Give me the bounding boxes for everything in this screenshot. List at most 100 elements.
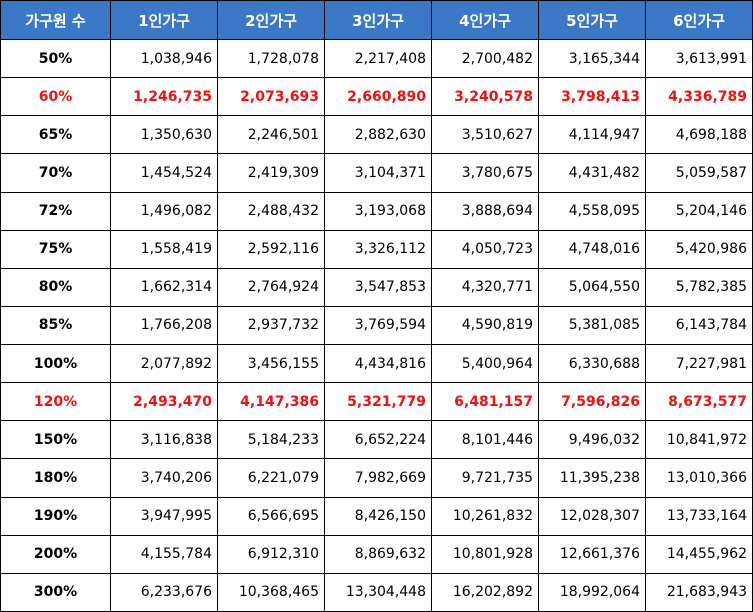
table-cell: 4,050,723 [431, 229, 539, 269]
table-row: 80% 1,662,314 2,764,924 3,547,853 4,320,771 5… [0, 267, 753, 307]
table-cell: 4,434,816 [324, 343, 432, 384]
table-cell: 9,721,735 [431, 458, 539, 498]
table-cell: 3,510,627 [431, 115, 539, 155]
table-cell: 1,038,946 [110, 38, 218, 79]
table-cell: 5,059,587 [645, 153, 753, 193]
row-label: 72% [0, 191, 111, 231]
table-row: 65% 1,350,630 2,246,501 2,882,630 3,510,627 4… [0, 115, 753, 155]
table-cell: 3,193,068 [324, 191, 432, 231]
table-cell: 3,547,853 [324, 267, 432, 307]
table-cell: 4,114,947 [538, 115, 646, 155]
row-label: 60% [0, 77, 111, 117]
row-label: 70% [0, 153, 111, 193]
table-row: 180% 3,740,206 6,221,079 7,982,669 9,721,735… [0, 458, 753, 498]
table-cell: 6,221,079 [217, 458, 325, 498]
table-row: 150% 3,116,838 5,184,233 6,652,224 8,101,446… [0, 420, 753, 460]
row-label: 300% [0, 572, 111, 612]
table-cell: 5,782,385 [645, 267, 753, 307]
table-cell: 11,395,238 [538, 458, 646, 498]
table-cell: 2,246,501 [217, 115, 325, 155]
header-col-5: 5인가구 [538, 0, 646, 40]
table-cell: 8,426,150 [324, 496, 432, 536]
table-cell: 5,420,986 [645, 229, 753, 269]
table-row: 70% 1,454,524 2,419,309 3,104,371 3,780,675 4… [0, 153, 753, 193]
table-cell: 3,116,838 [110, 420, 218, 460]
table-cell: 12,028,307 [538, 496, 646, 536]
table-cell: 9,496,032 [538, 420, 646, 460]
table-cell: 6,481,157 [431, 382, 539, 422]
header-col-4: 4인가구 [431, 0, 539, 40]
row-label: 50% [0, 38, 111, 79]
table-cell: 3,769,594 [324, 305, 432, 346]
table-cell: 14,455,962 [645, 534, 753, 574]
table-cell: 12,661,376 [538, 534, 646, 574]
row-label: 85% [0, 305, 111, 346]
table-cell: 2,217,408 [324, 38, 432, 79]
table-cell: 8,869,632 [324, 534, 432, 574]
table-cell: 18,992,064 [538, 572, 646, 612]
table-cell: 6,566,695 [217, 496, 325, 536]
row-label: 150% [0, 420, 111, 460]
table-cell: 2,660,890 [324, 77, 432, 117]
table-cell: 3,456,155 [217, 343, 325, 384]
header-household-size: 가구원 수 [0, 0, 111, 40]
table-cell: 3,326,112 [324, 229, 432, 269]
table-cell: 10,841,972 [645, 420, 753, 460]
table-cell: 7,982,669 [324, 458, 432, 498]
table-cell: 4,698,188 [645, 115, 753, 155]
table-cell: 6,652,224 [324, 420, 432, 460]
header-col-6: 6인가구 [645, 0, 753, 40]
table-cell: 4,748,016 [538, 229, 646, 269]
header-col-2: 2인가구 [217, 0, 325, 40]
table-row: 200% 4,155,784 6,912,310 8,869,632 10,801,92… [0, 534, 753, 574]
table-cell: 1,728,078 [217, 38, 325, 79]
table-cell: 1,662,314 [110, 267, 218, 307]
table-cell: 3,798,413 [538, 77, 646, 117]
table-cell: 7,227,981 [645, 343, 753, 384]
table-row: 120% 2,493,470 4,147,386 5,321,779 6,481,157… [0, 382, 753, 422]
table-cell: 2,493,470 [110, 382, 218, 422]
row-label: 120% [0, 382, 111, 422]
table-cell: 2,700,482 [431, 38, 539, 79]
table-cell: 10,261,832 [431, 496, 539, 536]
table-cell: 3,240,578 [431, 77, 539, 117]
table-cell: 2,073,693 [217, 77, 325, 117]
table-cell: 13,304,448 [324, 572, 432, 612]
table-cell: 1,496,082 [110, 191, 218, 231]
table-cell: 3,104,371 [324, 153, 432, 193]
table-cell: 8,101,446 [431, 420, 539, 460]
table-cell: 21,683,943 [645, 572, 753, 612]
table-cell: 3,888,694 [431, 191, 539, 231]
table-cell: 5,184,233 [217, 420, 325, 460]
row-label: 200% [0, 534, 111, 574]
table-cell: 4,320,771 [431, 267, 539, 307]
table-cell: 5,064,550 [538, 267, 646, 307]
table-cell: 6,330,688 [538, 343, 646, 384]
table-cell: 4,155,784 [110, 534, 218, 574]
table-cell: 4,558,095 [538, 191, 646, 231]
table-cell: 5,204,146 [645, 191, 753, 231]
table-row: 85% 1,766,208 2,937,732 3,769,594 4,590,819 5… [0, 305, 753, 346]
table-cell: 2,488,432 [217, 191, 325, 231]
table-row: 75% 1,558,419 2,592,116 3,326,112 4,050,723 4… [0, 229, 753, 269]
table-cell: 10,801,928 [431, 534, 539, 574]
table-cell: 16,202,892 [431, 572, 539, 612]
table-cell: 4,590,819 [431, 305, 539, 346]
table-cell: 3,780,675 [431, 153, 539, 193]
table-cell: 2,592,116 [217, 229, 325, 269]
row-label: 180% [0, 458, 111, 498]
table-cell: 6,233,676 [110, 572, 218, 612]
header-row: 가구원 수 1인가구 2인가구 3인가구 4인가구 5인가구 6인가구 [0, 0, 753, 40]
row-label: 190% [0, 496, 111, 536]
table-cell: 3,740,206 [110, 458, 218, 498]
table-cell: 1,246,735 [110, 77, 218, 117]
table-cell: 3,165,344 [538, 38, 646, 79]
table-row: 190% 3,947,995 6,566,695 8,426,150 10,261,83… [0, 496, 753, 536]
table-cell: 13,733,164 [645, 496, 753, 536]
table-cell: 3,613,991 [645, 38, 753, 79]
table-cell: 1,558,419 [110, 229, 218, 269]
table-body: 50% 1,038,946 1,728,078 2,217,408 2,700,482 3… [0, 38, 753, 612]
table-cell: 1,454,524 [110, 153, 218, 193]
table-cell: 1,766,208 [110, 305, 218, 346]
